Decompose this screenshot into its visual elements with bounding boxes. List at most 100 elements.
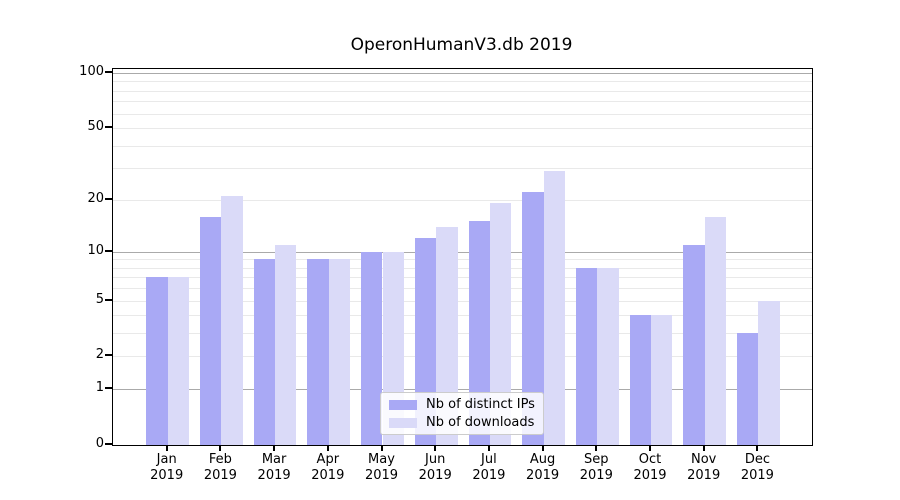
x-tick-mark-apr (326, 445, 329, 451)
y-tick-mark-1 (105, 387, 112, 390)
x-tick-mark-sep (595, 445, 598, 451)
bar-downloads-jan (167, 277, 190, 445)
x-tick-label-dec: Dec 2019 (725, 452, 789, 484)
gridline-minor-6 (113, 288, 812, 290)
legend: Nb of distinct IPs Nb of downloads (380, 392, 544, 435)
gridline-minor-70 (113, 101, 812, 103)
x-tick-mark-aug (541, 445, 544, 451)
gridline-minor-7 (113, 277, 812, 279)
y-tick-label-10: 10 (87, 242, 104, 258)
bar-distinct-ips-jan (146, 277, 168, 445)
x-tick-label-aug: Aug 2019 (511, 452, 575, 484)
bar-downloads-jul (489, 203, 512, 445)
bar-distinct-ips-sep (575, 267, 598, 445)
bar-distinct-ips-jul (468, 221, 490, 445)
bar-distinct-ips-mar (253, 259, 276, 445)
gridline-minor-30 (113, 168, 812, 170)
x-tick-label-line: Apr (316, 452, 340, 467)
gridline-minor-5 (113, 300, 812, 302)
gridline-minor-9 (113, 259, 812, 261)
y-tick-mark-10 (105, 249, 112, 252)
x-tick-label-sep: Sep 2019 (564, 452, 628, 484)
x-tick-label-line: 2019 (311, 468, 345, 483)
x-tick-mark-jun (434, 445, 437, 451)
bar-distinct-ips-nov (683, 244, 705, 445)
x-tick-mark-oct (649, 445, 651, 451)
gridline-minor-2 (113, 356, 812, 358)
x-tick-label-line: 2019 (418, 468, 452, 483)
x-tick-label-line: 2019 (687, 468, 721, 483)
x-tick-mark-jul (487, 445, 490, 451)
x-tick-label-line: Nov (691, 452, 717, 467)
x-tick-label-mar: Mar 2019 (242, 452, 306, 484)
x-tick-label-line: 2019 (150, 468, 184, 483)
bar-downloads-apr (328, 259, 351, 445)
x-tick-label-line: Jun (425, 452, 446, 467)
gridline-major-1 (113, 389, 812, 391)
chart-title: OperonHumanV3.db 2019 (350, 35, 573, 55)
legend-item-distinct-ips: Nb of distinct IPs (389, 397, 535, 412)
y-tick-mark-20 (105, 197, 112, 200)
gridline-minor-80 (113, 90, 812, 92)
bar-downloads-nov (704, 216, 727, 445)
legend-swatch-distinct-ips (389, 399, 417, 410)
x-tick-label-feb: Feb 2019 (188, 452, 252, 484)
x-tick-label-line: Jan (156, 452, 177, 467)
gridline-major-10 (113, 251, 812, 253)
x-tick-label-line: 2019 (526, 468, 560, 483)
x-tick-mark-may (380, 445, 383, 451)
bar-downloads-feb (221, 195, 243, 445)
x-tick-label-line: May (368, 452, 395, 467)
x-tick-mark-nov (702, 445, 705, 451)
y-tick-label-100: 100 (79, 63, 104, 79)
gridline-minor-50 (113, 127, 812, 129)
x-tick-label-line: Mar (261, 452, 287, 467)
gridline-minor-4 (113, 315, 812, 317)
x-tick-mark-mar (273, 445, 276, 451)
y-tick-mark-50 (105, 125, 112, 128)
x-tick-label-apr: Apr 2019 (296, 452, 360, 484)
bar-downloads-aug (543, 170, 565, 445)
x-tick-label-line: 2019 (579, 468, 613, 483)
bar-distinct-ips-may (361, 251, 383, 445)
x-tick-label-jul: Jul 2019 (457, 452, 521, 484)
bar-distinct-ips-oct (629, 315, 651, 445)
gridline-minor-20 (113, 199, 812, 201)
x-tick-label-line: 2019 (257, 468, 291, 483)
x-tick-mark-dec (756, 445, 759, 451)
legend-label-downloads: Nb of downloads (426, 415, 535, 430)
y-tick-label-0: 0 (95, 436, 104, 451)
legend-item-downloads: Nb of downloads (389, 415, 535, 430)
bar-downloads-sep (597, 267, 619, 445)
bar-distinct-ips-apr (307, 259, 329, 445)
gridline-minor-90 (113, 81, 812, 83)
bar-distinct-ips-feb (200, 216, 222, 445)
x-tick-label-nov: Nov 2019 (672, 452, 736, 484)
x-tick-label-jan: Jan 2019 (135, 452, 199, 484)
bar-distinct-ips-aug (522, 192, 544, 445)
x-tick-label-jun: Jun 2019 (403, 452, 467, 484)
x-tick-label-oct: Oct 2019 (618, 452, 682, 484)
bar-distinct-ips-dec (737, 333, 759, 445)
x-tick-label-line: Jul (481, 452, 497, 467)
gridline-minor-40 (113, 145, 812, 147)
x-tick-label-line: Oct (638, 452, 662, 467)
x-tick-mark-jan (165, 445, 168, 451)
y-tick-label-2: 2 (95, 347, 104, 363)
bar-downloads-mar (275, 244, 297, 445)
y-tick-mark-0 (105, 443, 112, 445)
plot-area (112, 68, 813, 446)
x-tick-label-may: May 2019 (350, 452, 414, 484)
legend-swatch-downloads (389, 417, 417, 428)
gridline-minor-3 (113, 333, 812, 335)
y-tick-mark-2 (105, 354, 112, 357)
y-tick-label-50: 50 (87, 118, 104, 134)
gridline-minor-60 (113, 113, 812, 115)
x-tick-label-line: 2019 (364, 468, 399, 483)
x-tick-label-line: 2019 (203, 468, 237, 483)
x-tick-label-line: 2019 (740, 468, 774, 483)
y-tick-label-5: 5 (95, 291, 104, 307)
gridline-minor-8 (113, 267, 812, 269)
y-tick-mark-5 (105, 298, 112, 301)
